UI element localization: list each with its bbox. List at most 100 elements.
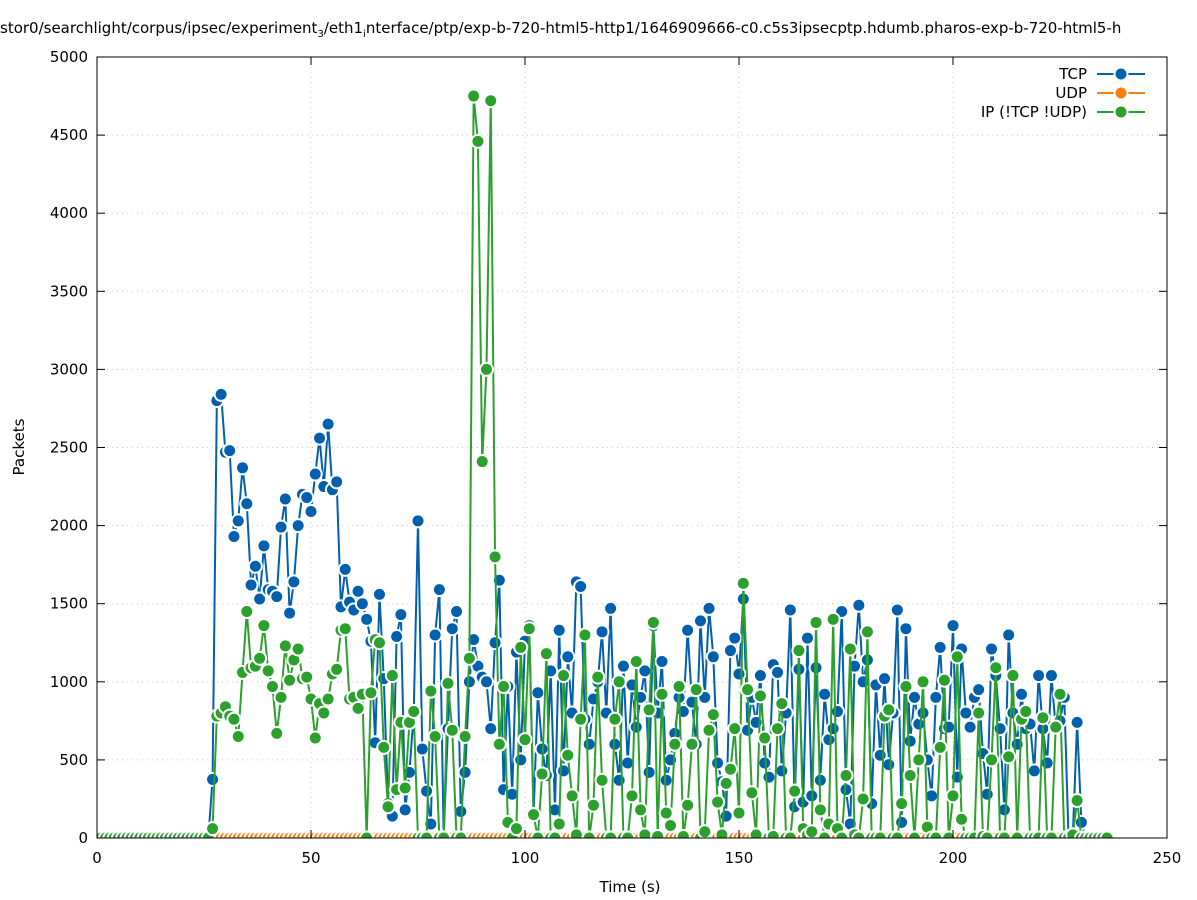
data-point [819,832,831,838]
data-point [836,606,848,618]
data-point [309,732,321,744]
legend-label: UDP [1055,84,1087,102]
data-point [536,768,548,780]
data-point [917,676,929,688]
title-subscript: i [363,29,366,40]
data-point [699,691,711,703]
data-point [733,668,745,680]
data-point [853,599,865,611]
data-point [776,698,788,710]
data-point [515,641,527,653]
data-point [480,676,492,688]
axes: 0500100015002000250030003500400045005000… [50,48,1182,867]
data-point [896,798,908,810]
data-point [801,632,813,644]
data-point [429,730,441,742]
data-point [463,676,475,688]
data-point [767,830,779,838]
data-point [849,660,861,672]
data-point [844,818,856,830]
data-point [403,716,415,728]
data-point [1020,705,1032,717]
data-point [656,655,668,667]
y-tick-label: 2500 [50,439,88,457]
data-point [339,563,351,575]
data-point [1003,751,1015,763]
data-point [288,576,300,588]
legend-label: TCP [1058,65,1087,83]
data-point [973,684,985,696]
data-point [446,623,458,635]
data-point [245,579,257,591]
data-point [553,818,565,830]
data-point [998,832,1010,838]
data-point [784,832,796,838]
data-point [665,820,677,832]
data-point [570,829,582,838]
data-point [562,651,574,663]
data-point [682,799,694,811]
data-point [352,585,364,597]
data-point [421,832,433,838]
data-point [425,685,437,697]
data-point [891,604,903,616]
data-point [510,823,522,835]
data-point [545,665,557,677]
data-point [934,741,946,753]
data-point [553,624,565,636]
data-point [331,663,343,675]
data-point [703,602,715,614]
data-point [622,832,634,838]
data-point [566,790,578,802]
data-point [254,652,266,664]
data-point [352,702,364,714]
y-tick-label: 500 [59,751,88,769]
data-point [660,774,672,786]
data-point [643,704,655,716]
data-point [883,704,895,716]
data-point [583,832,595,838]
data-point [592,671,604,683]
data-point [1101,832,1113,838]
data-point [772,723,784,735]
data-point [365,687,377,699]
data-point [322,693,334,705]
data-point [532,687,544,699]
data-point [228,531,240,543]
data-point [806,826,818,838]
data-point [827,613,839,625]
data-point [468,90,480,102]
data-point [459,766,471,778]
data-point [1003,629,1015,641]
data-point [930,691,942,703]
y-tick-label: 3000 [50,360,88,378]
data-point [232,515,244,527]
data-point [639,829,651,838]
data-point [793,645,805,657]
data-point [425,818,437,830]
data-point [908,832,920,838]
data-point [262,665,274,677]
data-point [643,766,655,778]
data-point [831,705,843,717]
data-point [844,643,856,655]
data-point [438,832,450,838]
data-point [446,724,458,736]
series-0 [97,386,1115,838]
legend-label: IP (!TCP !UDP) [981,103,1087,121]
data-point [896,816,908,828]
data-point [1033,670,1045,682]
data-point [575,581,587,593]
data-point [956,813,968,825]
data-point [455,832,467,838]
data-point [476,456,488,468]
data-point [784,604,796,616]
data-point [729,723,741,735]
data-point [789,785,801,797]
data-point [707,709,719,721]
data-point [271,727,283,739]
data-point [459,730,471,742]
data-point [819,688,831,700]
data-point [630,655,642,667]
data-point [938,674,950,686]
